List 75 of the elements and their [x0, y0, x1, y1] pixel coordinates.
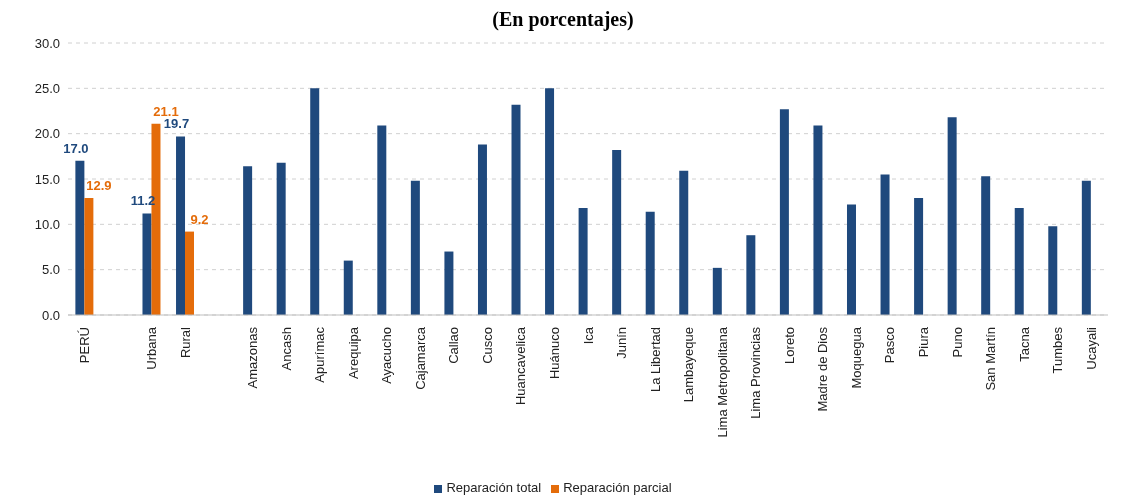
x-tick-label: La Libertad [647, 327, 663, 393]
x-tick-label: San Martín [983, 327, 999, 391]
y-tick-label: 15.0 [34, 171, 60, 187]
bar [545, 88, 555, 315]
bar [377, 125, 387, 315]
bar [410, 180, 420, 315]
x-tick-label: Lima Provincias [748, 326, 764, 419]
x-tick-label: Cajamarca [412, 326, 428, 390]
x-tick-label: Pasco [882, 327, 898, 364]
bar [679, 170, 689, 315]
x-tick-label: Lambayeque [681, 327, 697, 403]
bar [746, 235, 756, 315]
data-label: 19.7 [163, 116, 190, 132]
y-tick-label: 20.0 [34, 126, 60, 142]
bar [1081, 180, 1091, 315]
x-tick-label: Lima Metropolitana [714, 326, 730, 438]
x-tick-label: Amazonas [245, 326, 261, 389]
x-tick-label: Callao [446, 327, 462, 364]
bar [612, 149, 622, 315]
x-tick-label: Cusco [479, 327, 495, 364]
x-tick-label: Moquegua [848, 326, 864, 389]
bar [947, 117, 957, 315]
x-tick-label: Ancash [278, 327, 294, 371]
bar [846, 204, 856, 315]
x-tick-label: Tumbes [1050, 326, 1066, 374]
data-label: 9.2 [190, 211, 209, 227]
bar [343, 260, 353, 315]
bar [185, 231, 195, 315]
bar [981, 176, 991, 315]
x-tick-label: Piura [915, 326, 931, 358]
x-tick-label: Huancavelica [513, 326, 529, 406]
x-tick-label: Junín [614, 327, 630, 359]
x-tick-label: Tacna [1016, 326, 1032, 362]
y-tick-label: 10.0 [34, 216, 60, 232]
bar [276, 162, 286, 315]
data-label: 17.0 [63, 140, 89, 156]
x-tick-label: Loreto [781, 327, 797, 364]
bar [914, 198, 924, 315]
bar [813, 125, 823, 315]
y-tick-label: 5.0 [41, 262, 60, 278]
bar [511, 104, 521, 315]
bar [75, 160, 85, 315]
x-tick-label: Huánuco [546, 327, 562, 380]
bar [779, 109, 789, 315]
y-tick-label: 25.0 [34, 80, 60, 96]
x-tick-label: Madre de Dios [815, 326, 831, 412]
legend-label: Reparación parcial [563, 480, 672, 495]
bar [880, 174, 890, 315]
x-tick-label: Ica [580, 326, 596, 345]
bar [84, 198, 94, 315]
bar [1048, 226, 1058, 315]
y-tick-label: 30.0 [34, 35, 60, 51]
bar [243, 166, 253, 315]
data-label: 12.9 [86, 178, 112, 194]
bar [310, 88, 320, 315]
y-tick-label: 0.0 [41, 307, 60, 323]
x-tick-label: Ucayali [1083, 326, 1099, 370]
chart-title: (En porcentajes) [491, 8, 635, 31]
bar [176, 136, 186, 315]
data-label: 21.1 [153, 103, 179, 119]
x-tick-label: Puno [949, 327, 965, 358]
bar [645, 211, 655, 315]
x-tick-label: PERÚ [77, 327, 93, 364]
bar [1014, 208, 1024, 315]
legend-label: Reparación total [446, 480, 542, 495]
bar [712, 267, 722, 315]
x-tick-label: Ayacucho [379, 327, 395, 384]
x-tick-label: Apurímac [312, 326, 328, 383]
x-tick-label: Rural [177, 326, 193, 359]
x-tick-label: Urbana [144, 326, 160, 370]
bar [477, 144, 487, 315]
bar [444, 251, 454, 315]
bar [578, 208, 588, 315]
bar [142, 213, 152, 315]
x-tick-label: Arequipa [345, 326, 361, 380]
